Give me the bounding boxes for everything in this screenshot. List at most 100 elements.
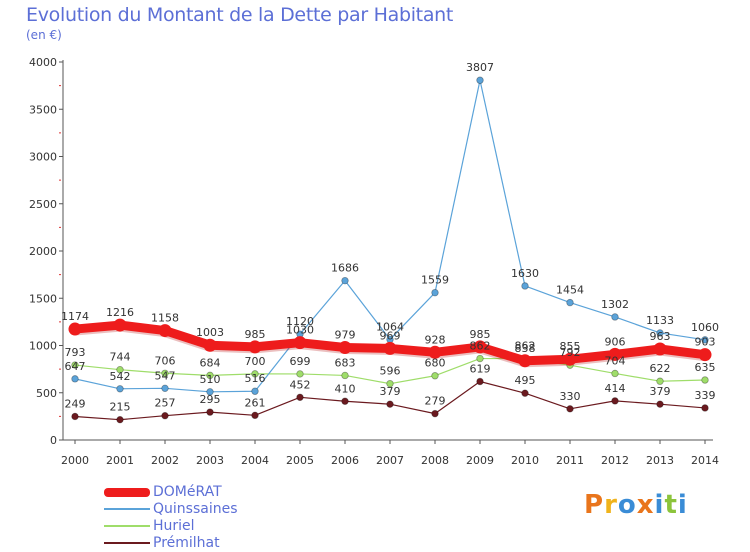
series-1-point (251, 387, 259, 395)
series-3-point (341, 397, 349, 405)
series-0-data-label: 1030 (286, 324, 314, 337)
series-1-point (521, 282, 529, 290)
series-3-point (431, 409, 439, 418)
x-tick-label: 2011 (556, 454, 584, 467)
series-2-point (161, 369, 169, 377)
x-tick-label: 2009 (466, 454, 494, 467)
series-2-point (386, 379, 394, 388)
x-tick-label: 2000 (61, 454, 89, 467)
series-0-point (203, 338, 217, 352)
chart-subtitle: (en €) (26, 28, 62, 42)
series-2-data-label: 596 (380, 365, 401, 378)
series-1-data-label: 547 (155, 369, 176, 382)
series-0-data-label: 928 (425, 333, 446, 346)
series-3-point (611, 397, 619, 405)
series-3-data-label: 279 (425, 395, 446, 408)
series-3-point (296, 393, 304, 401)
y-tick-label: 500 (36, 387, 57, 400)
logo-letter: i (654, 490, 665, 520)
series-2-point (71, 361, 79, 369)
series-3-data-label: 410 (335, 382, 356, 395)
proxiti-logo: Proxiti (584, 490, 688, 520)
series-0-point (158, 324, 172, 338)
series-3-data-label: 257 (155, 397, 176, 410)
series-0-point (338, 340, 352, 354)
series-0-data-label: 1003 (196, 326, 224, 339)
series-3-data-label: 330 (560, 390, 581, 403)
y-tick-label: 3000 (29, 151, 57, 164)
x-tick-label: 2007 (376, 454, 404, 467)
series-1-point (161, 384, 169, 393)
y-tick-label: 2000 (29, 245, 57, 258)
series-1-data-label: 516 (245, 372, 266, 385)
series-3-point (476, 377, 484, 386)
x-tick-label: 2001 (106, 454, 134, 467)
series-2-data-label: 744 (110, 351, 131, 364)
y-tick-label: 4000 (29, 56, 57, 69)
x-tick-label: 2006 (331, 454, 359, 467)
series-3-data-label: 414 (605, 382, 626, 395)
series-2-data-label: 700 (245, 355, 266, 368)
series-3-data-label: 379 (380, 385, 401, 398)
logo-letter: P (584, 490, 605, 520)
logo-letter: r (604, 490, 618, 520)
series-1-point (611, 313, 619, 321)
series-2-data-label: 792 (560, 346, 581, 359)
series-0-data-label: 1174 (61, 310, 89, 323)
series-3-data-label: 619 (470, 363, 491, 376)
series-2-point (611, 369, 619, 378)
series-3-point (71, 412, 79, 421)
series-3-point (386, 400, 394, 408)
series-0-point (473, 340, 487, 354)
series-0-point (113, 318, 127, 332)
series-3-data-label: 249 (65, 397, 86, 410)
series-0-data-label: 985 (245, 328, 266, 341)
series-2-data-label: 862 (470, 340, 491, 353)
series-1-point (566, 298, 574, 307)
series-2-data-label: 622 (650, 362, 671, 375)
series-3-data-label: 339 (695, 389, 716, 402)
series-0-point (653, 342, 667, 356)
series-1-data-label: 1133 (646, 314, 674, 327)
legend-label: Huriel (153, 518, 195, 534)
series-1-point (116, 385, 124, 393)
legend-label: Quinssaines (153, 501, 238, 517)
legend-swatch (104, 525, 150, 527)
series-1-data-label: 3807 (466, 61, 494, 74)
series-2-data-label: 683 (335, 356, 356, 369)
series-3-point (656, 400, 664, 408)
series-1-data-label: 542 (110, 370, 131, 383)
series-0-point (383, 341, 397, 355)
series-1-point (656, 329, 664, 337)
series-3-point (566, 405, 574, 413)
series-3-data-label: 452 (290, 378, 311, 391)
series-0-data-label: 1216 (106, 306, 134, 319)
y-tick-label: 1000 (29, 340, 57, 353)
series-1-data-label: 510 (200, 373, 221, 386)
series-0-point (698, 348, 712, 362)
series-0-data-label: 903 (695, 336, 716, 349)
line-chart: 0 500 1000 1500 2000 2500 3000 3500 4000 2000 2001… (29, 56, 719, 467)
series-2-data-label: 793 (65, 346, 86, 359)
series-2-data-label: 704 (605, 354, 626, 367)
series-2-point (296, 370, 304, 378)
series-2-data-label: 862 (515, 340, 536, 353)
chart-title: Evolution du Montant de la Dette par Hab… (26, 4, 454, 26)
series-1-point (206, 388, 214, 396)
logo-letter: i (677, 490, 688, 520)
series-0-point (68, 322, 82, 336)
legend-swatch (104, 508, 150, 510)
series-1-data-label: 1559 (421, 274, 449, 287)
series-0-data-label: 969 (380, 329, 401, 342)
y-tick-label: 3500 (29, 103, 57, 116)
series-2-data-label: 706 (155, 354, 176, 367)
series-2-point (251, 370, 259, 378)
series-0-data-label: 838 (515, 342, 536, 355)
series-3-point (161, 412, 169, 420)
series-3-point (521, 389, 529, 397)
series-2-point (476, 354, 484, 363)
series-0-point (293, 336, 307, 350)
series-0-point (518, 354, 532, 368)
legend-label: Prémilhat (153, 535, 220, 551)
